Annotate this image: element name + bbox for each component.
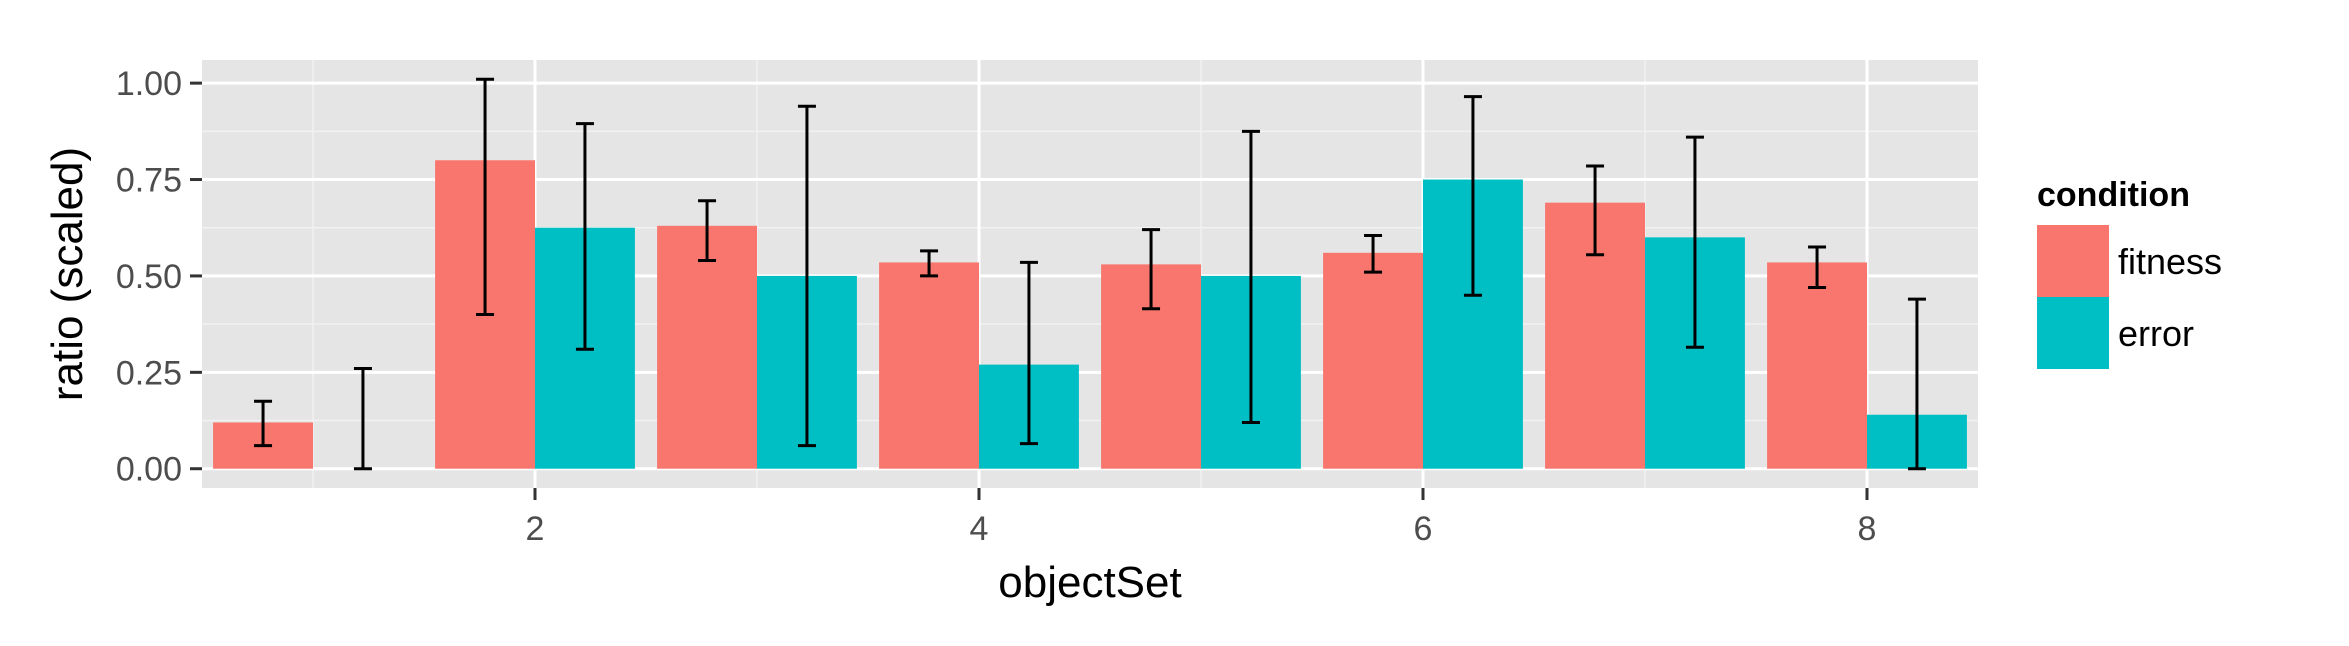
bar-fitness-8 [1767,262,1867,469]
y-axis-title: ratio (scaled) [43,147,92,401]
legend-title: condition [2037,176,2190,214]
legend-label-error: error [2118,313,2194,354]
y-tick-label: 0.00 [116,451,182,489]
y-tick-label: 0.25 [116,354,182,392]
legend-key-error [2037,297,2109,369]
legend: condition fitness error [2037,176,2222,369]
x-axis-title: objectSet [998,558,1181,607]
bar-fitness-3 [657,225,757,469]
x-tick-label: 8 [1858,510,1877,548]
x-tick-label: 6 [1414,510,1433,548]
y-tick-label: 1.00 [116,65,182,103]
y-axis: 0.00 0.25 0.50 0.75 1.00 [116,65,202,489]
x-tick-label: 4 [970,510,989,548]
legend-key-fitness [2037,225,2109,297]
y-tick-label: 0.50 [116,258,182,296]
y-tick-label: 0.75 [116,162,182,200]
legend-label-fitness: fitness [2118,241,2222,282]
bar-fitness-6 [1323,252,1423,469]
x-tick-label: 2 [526,510,545,548]
x-axis: 2 4 6 8 [526,488,1877,548]
bar-fitness-4 [879,262,979,469]
error-bars [254,77,1926,471]
